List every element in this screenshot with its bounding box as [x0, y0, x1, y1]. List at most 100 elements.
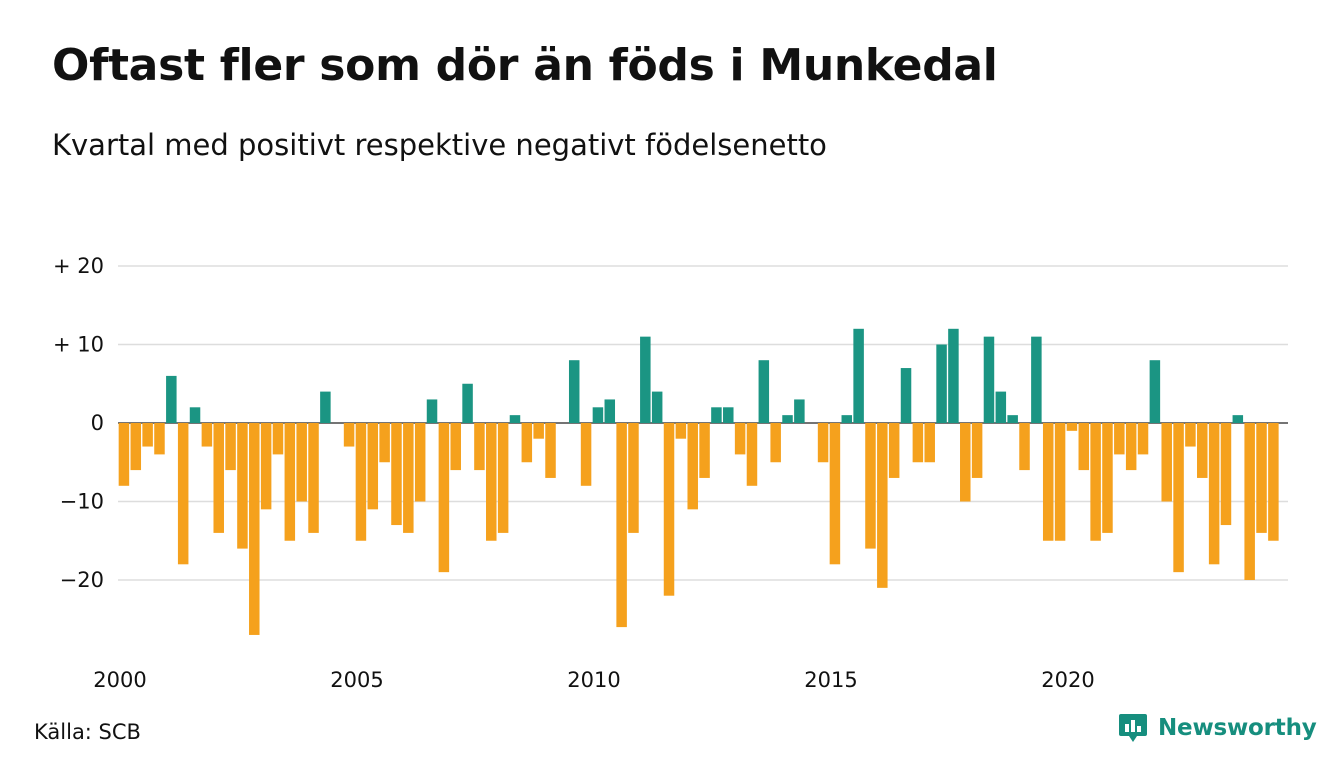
bar-positive: [723, 407, 734, 423]
bar-negative: [829, 423, 841, 565]
bar-negative: [154, 423, 165, 455]
x-tick-label: 2020: [1041, 668, 1094, 692]
bar-negative: [414, 423, 426, 502]
bar-negative: [545, 423, 556, 478]
bar-positive: [853, 328, 864, 423]
bar-negative: [687, 423, 698, 510]
bar-negative: [888, 423, 900, 478]
bar-negative: [699, 423, 710, 478]
bar-positive: [640, 336, 651, 423]
bar-positive: [462, 383, 473, 423]
bar-positive: [592, 407, 604, 423]
bar-negative: [130, 423, 142, 471]
bar-positive: [711, 407, 722, 423]
axis-labels: + 20 + 10 0 −10 −20 2000 2005 2010 2015 2020: [53, 254, 1095, 692]
bar-negative: [1197, 423, 1208, 478]
bar-negative: [675, 423, 687, 439]
y-tick-label: 0: [91, 411, 104, 435]
bar-negative: [1220, 423, 1232, 526]
bar-negative: [521, 423, 533, 463]
bar-positive: [983, 336, 995, 423]
bar-negative: [403, 423, 414, 533]
x-tick-label: 2000: [93, 668, 146, 692]
bar-negative: [308, 423, 319, 533]
bar-negative: [367, 423, 379, 510]
bar-negative: [1066, 423, 1078, 431]
bar-negative: [450, 423, 461, 471]
bar-negative: [1244, 423, 1255, 580]
brand-logo[interactable]: Newsworthy: [1118, 712, 1317, 744]
bar-negative: [770, 423, 781, 463]
bar-negative: [1102, 423, 1113, 533]
bar-negative: [1185, 423, 1196, 447]
bar-negative: [201, 423, 213, 447]
bar-negative: [580, 423, 592, 486]
bar-positive: [995, 391, 1007, 423]
bar-negative: [1268, 423, 1279, 541]
bar-positive: [426, 399, 438, 423]
y-tick-label: −10: [60, 490, 104, 514]
bar-positive: [900, 368, 912, 423]
bar-negative: [355, 423, 367, 541]
bar-positive: [758, 360, 770, 423]
bar-negative: [237, 423, 248, 549]
bar-negative: [971, 423, 983, 478]
bar-negative: [877, 423, 888, 588]
bar-negative: [497, 423, 509, 533]
bar-positive: [651, 391, 663, 423]
bar-negative: [343, 423, 355, 447]
x-tick-label: 2010: [567, 668, 620, 692]
bar-negative: [533, 423, 544, 439]
bar-positive: [841, 415, 853, 423]
bar-negative: [1173, 423, 1184, 573]
bar-negative: [1161, 423, 1172, 502]
bar-negative: [1256, 423, 1267, 533]
y-tick-label: + 20: [53, 254, 104, 278]
bar-positive: [794, 399, 805, 423]
bar-negative: [213, 423, 224, 533]
brand-name: Newsworthy: [1158, 715, 1317, 741]
bar-positive: [1149, 360, 1161, 423]
bar-negative: [924, 423, 935, 463]
chart-title: Oftast fler som dör än föds i Munkedal: [52, 40, 998, 91]
bar-positive: [948, 328, 959, 423]
bar-negative: [118, 423, 130, 486]
bar-negative: [865, 423, 876, 549]
bar-negative: [474, 423, 485, 471]
bar-negative: [734, 423, 746, 455]
bar-positive: [509, 415, 521, 423]
source-note: Källa: SCB: [34, 720, 141, 744]
bar-negative: [616, 423, 627, 628]
bar-negative: [142, 423, 153, 447]
chart-subtitle: Kvartal med positivt respektive negativt…: [52, 128, 827, 162]
bar-positive: [166, 375, 177, 423]
bar-negative: [1137, 423, 1149, 455]
newsworthy-logo-icon: [1119, 714, 1147, 742]
bar-positive: [782, 415, 793, 423]
bar-negative: [960, 423, 971, 502]
x-tick-label: 2015: [804, 668, 857, 692]
bar-positive: [1031, 336, 1042, 423]
bar-negative: [746, 423, 758, 486]
bar-negative: [249, 423, 260, 635]
bar-negative: [817, 423, 829, 463]
y-tick-label: + 10: [53, 333, 104, 357]
bar-negative: [391, 423, 402, 526]
bar-negative: [663, 423, 675, 596]
bar-negative: [486, 423, 497, 541]
bar-negative: [1090, 423, 1101, 541]
bar-negative: [438, 423, 450, 573]
bar-positive: [189, 407, 201, 423]
bar-positive: [604, 399, 616, 423]
bar-positive: [1232, 415, 1244, 423]
bar-negative: [1019, 423, 1030, 471]
bar-negative: [284, 423, 296, 541]
bar-negative: [1042, 423, 1054, 541]
bar-negative: [225, 423, 236, 471]
bar-negative: [1054, 423, 1066, 541]
bar-negative: [628, 423, 639, 533]
bar-negative: [1125, 423, 1137, 471]
bar-negative: [1208, 423, 1220, 565]
bar-positive: [320, 391, 331, 423]
